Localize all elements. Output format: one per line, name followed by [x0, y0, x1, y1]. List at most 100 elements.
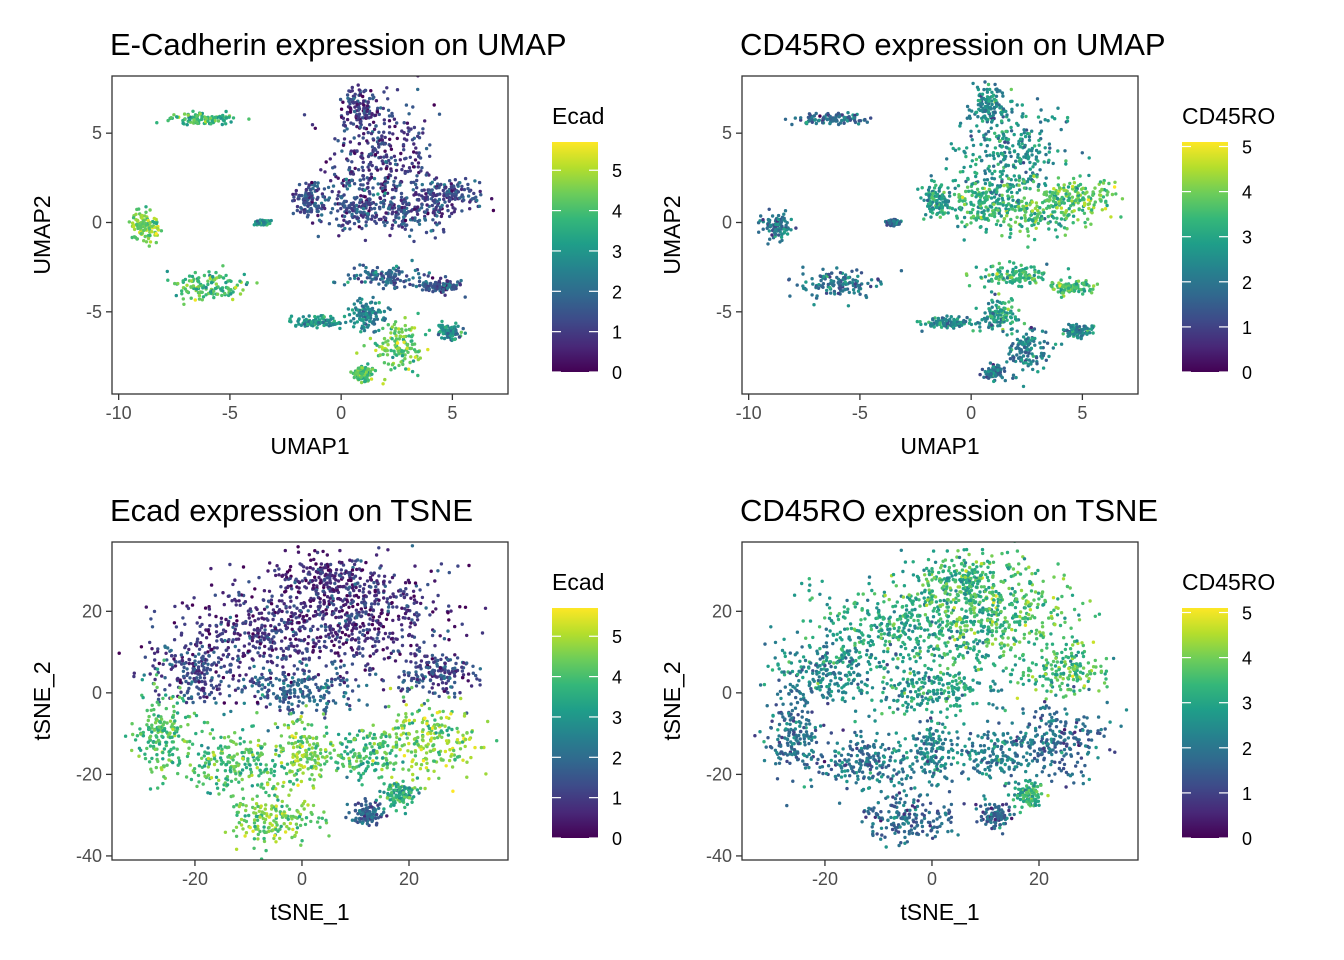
data-point — [995, 89, 999, 94]
data-point — [958, 121, 963, 126]
data-point — [341, 116, 346, 121]
data-point — [322, 613, 326, 617]
data-point — [234, 599, 238, 603]
data-point — [462, 198, 466, 202]
data-point — [1020, 142, 1024, 146]
data-point — [1030, 200, 1034, 204]
data-point — [1022, 186, 1027, 190]
data-point — [1004, 280, 1009, 285]
data-point — [213, 593, 217, 597]
data-point — [960, 195, 965, 199]
data-point — [390, 187, 395, 192]
data-point — [361, 136, 365, 140]
data-point — [361, 647, 365, 651]
data-point — [1066, 213, 1070, 217]
data-point — [945, 314, 949, 318]
data-point — [1008, 346, 1012, 350]
data-point — [1012, 261, 1016, 265]
point-cluster-1 — [338, 83, 386, 138]
data-point — [386, 343, 390, 347]
data-point — [139, 224, 143, 228]
data-point — [1024, 201, 1029, 205]
data-point — [199, 290, 204, 294]
data-point — [379, 155, 383, 159]
data-point — [419, 206, 424, 210]
data-point — [821, 274, 826, 279]
data-point — [1019, 268, 1023, 272]
data-point — [342, 283, 347, 287]
data-point — [832, 283, 836, 287]
data-point — [1009, 217, 1013, 222]
data-point — [274, 647, 278, 651]
data-point — [365, 104, 370, 108]
data-point — [207, 643, 212, 647]
data-point — [919, 322, 923, 327]
data-point — [960, 220, 964, 224]
data-point — [1017, 308, 1021, 312]
data-point — [405, 346, 409, 350]
data-point — [456, 183, 460, 187]
data-point — [994, 94, 999, 99]
data-point — [1064, 159, 1068, 163]
data-point — [209, 122, 213, 126]
data-point — [1031, 219, 1035, 223]
data-point — [838, 271, 843, 275]
data-point — [995, 320, 1000, 324]
data-point — [1078, 174, 1082, 178]
data-point — [935, 212, 939, 217]
data-point — [312, 583, 316, 587]
data-point — [993, 146, 998, 150]
data-point — [340, 149, 344, 153]
data-point — [390, 212, 394, 216]
data-point — [351, 101, 356, 105]
data-point — [998, 185, 1002, 189]
data-point — [346, 221, 350, 225]
data-point — [957, 193, 961, 197]
data-point — [372, 176, 377, 181]
data-point — [374, 270, 378, 275]
data-point — [1070, 199, 1074, 203]
data-point — [1040, 271, 1044, 276]
data-point — [801, 284, 805, 288]
data-point — [355, 216, 360, 220]
data-point — [325, 318, 330, 322]
data-point — [334, 666, 338, 670]
data-point — [386, 323, 390, 327]
data-point — [358, 296, 362, 301]
data-point — [851, 278, 855, 282]
data-point — [1005, 183, 1009, 187]
data-point — [245, 281, 249, 285]
data-point — [976, 103, 981, 107]
data-point — [367, 311, 371, 315]
data-point — [417, 193, 421, 197]
data-point — [971, 329, 975, 333]
data-point — [258, 638, 263, 642]
data-point — [313, 314, 317, 319]
data-point — [1065, 189, 1069, 193]
data-point — [376, 182, 380, 186]
data-point — [1008, 357, 1013, 361]
data-point — [1013, 315, 1017, 319]
data-point — [393, 366, 397, 370]
data-point — [224, 280, 228, 285]
data-point — [387, 131, 392, 135]
data-point — [448, 283, 452, 287]
data-point — [1031, 179, 1036, 184]
data-point — [841, 282, 845, 286]
data-point — [996, 136, 1000, 141]
data-point — [370, 277, 374, 282]
data-point — [393, 158, 398, 163]
data-point — [454, 321, 458, 325]
data-point — [272, 635, 276, 639]
data-point — [349, 121, 353, 125]
data-point — [995, 299, 1000, 303]
data-point — [939, 183, 944, 187]
data-point — [207, 270, 211, 274]
data-point — [946, 186, 950, 190]
data-point — [980, 367, 985, 372]
data-point — [980, 97, 984, 101]
data-point — [1015, 215, 1019, 219]
data-point — [183, 287, 187, 291]
data-point — [991, 264, 995, 268]
data-point — [1010, 107, 1014, 112]
